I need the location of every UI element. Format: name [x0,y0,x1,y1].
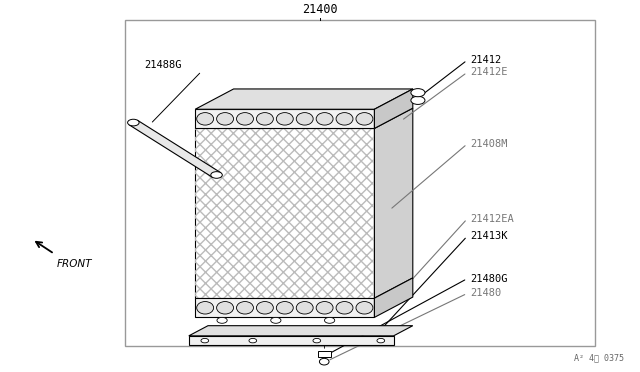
Bar [125,20,595,346]
Bar [189,336,394,345]
Polygon shape [374,108,413,298]
Text: 21480: 21480 [470,288,502,298]
Ellipse shape [356,113,373,125]
Bar [195,109,374,128]
Polygon shape [129,120,221,177]
Ellipse shape [196,302,214,314]
Text: 21480G: 21480G [470,274,508,283]
Text: 21413K: 21413K [470,231,508,241]
Text: A² 4‸ 0375: A² 4‸ 0375 [574,354,624,363]
Text: 21408M: 21408M [470,139,508,149]
Text: 21412: 21412 [470,55,502,65]
Ellipse shape [211,171,222,178]
Text: 21488G: 21488G [145,60,182,70]
Ellipse shape [257,113,273,125]
Text: 21412E: 21412E [470,67,508,77]
Bar [195,128,374,298]
Ellipse shape [316,302,333,314]
Ellipse shape [216,113,234,125]
Text: 21412EA: 21412EA [470,214,514,224]
Ellipse shape [276,302,293,314]
Ellipse shape [237,113,253,125]
Text: 21400: 21400 [302,3,338,16]
Polygon shape [374,89,413,128]
Polygon shape [374,278,413,317]
Bar [318,350,331,357]
Polygon shape [189,326,413,336]
Ellipse shape [411,89,425,97]
Ellipse shape [336,302,353,314]
Ellipse shape [319,358,329,365]
Ellipse shape [377,339,385,343]
Ellipse shape [313,339,321,343]
Ellipse shape [127,119,139,126]
Ellipse shape [276,113,293,125]
Ellipse shape [316,113,333,125]
Ellipse shape [271,317,281,323]
Polygon shape [195,108,413,128]
Ellipse shape [249,339,257,343]
Ellipse shape [196,113,214,125]
Ellipse shape [356,302,373,314]
Ellipse shape [411,96,425,105]
Ellipse shape [237,302,253,314]
Ellipse shape [324,317,335,323]
Ellipse shape [217,317,227,323]
Text: FRONT: FRONT [56,259,92,269]
Polygon shape [195,89,413,109]
Ellipse shape [201,339,209,343]
Ellipse shape [296,113,313,125]
Ellipse shape [257,302,273,314]
Ellipse shape [296,302,313,314]
Bar [195,298,374,317]
Bar [195,128,374,298]
Ellipse shape [216,302,234,314]
Ellipse shape [336,113,353,125]
